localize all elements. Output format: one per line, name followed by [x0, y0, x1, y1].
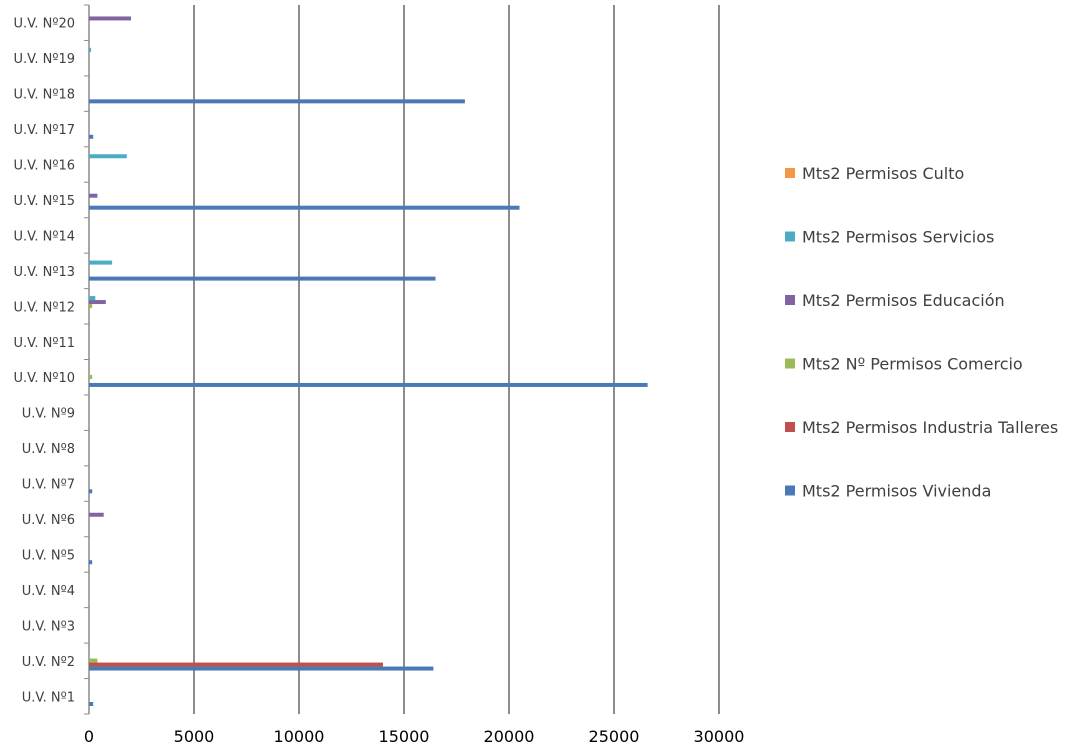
category-label: U.V. Nº20	[13, 17, 75, 32]
category-label: U.V. Nº2	[22, 655, 75, 670]
bar	[89, 296, 96, 301]
category-label: U.V. Nº13	[13, 265, 75, 280]
legend-swatch	[785, 358, 795, 369]
legend-swatch	[785, 485, 795, 496]
legend-label: Mts2 Permisos Industria Talleres	[802, 418, 1058, 437]
legend-swatch	[785, 231, 795, 242]
x-tick-label: 0	[84, 727, 94, 746]
x-tick-labels: 0 5000 10000 15000 20000 25000 30000	[84, 727, 745, 746]
legend-label: Mts2 Permisos Culto	[802, 164, 964, 183]
category-label: U.V. Nº1	[22, 690, 75, 705]
category-label: U.V. Nº12	[13, 300, 75, 315]
category-label: U.V. Nº4	[22, 584, 75, 599]
x-tick-label: 25000	[589, 727, 640, 746]
bar	[89, 512, 104, 517]
category-label: U.V. Nº10	[13, 371, 75, 386]
x-tick-label: 10000	[274, 727, 325, 746]
category-label: U.V. Nº18	[13, 88, 75, 103]
category-label: U.V. Nº9	[22, 407, 75, 422]
bar	[89, 193, 98, 198]
category-label: U.V. Nº19	[13, 52, 75, 67]
bar	[89, 702, 94, 706]
legend-swatch	[785, 295, 795, 305]
x-tick-label: 20000	[484, 727, 535, 746]
bars	[89, 16, 648, 706]
bar	[89, 489, 93, 494]
x-tick-label: 5000	[174, 727, 215, 746]
bar	[89, 134, 94, 139]
category-label: U.V. Nº3	[22, 619, 75, 634]
y-axis	[84, 4, 90, 715]
bar	[89, 47, 92, 52]
legend-label: Mts2 Permisos Educación	[802, 291, 1005, 310]
bar	[89, 154, 127, 159]
category-label: U.V. Nº8	[22, 442, 75, 457]
bar	[89, 99, 465, 104]
category-label: U.V. Nº15	[13, 194, 75, 209]
category-label: U.V. Nº16	[13, 159, 75, 174]
legend-label: Mts2 Permisos Servicios	[802, 228, 994, 247]
category-label: U.V. Nº7	[22, 478, 75, 493]
gridlines	[193, 5, 720, 714]
bar	[89, 374, 93, 379]
bar	[89, 560, 93, 565]
legend-label: Mts2 Nº Permisos Comercio	[802, 355, 1023, 374]
bar	[89, 260, 113, 265]
bar	[89, 205, 520, 210]
bar	[89, 666, 434, 671]
category-label: U.V. Nº6	[22, 513, 75, 528]
category-label: U.V. Nº14	[13, 229, 75, 244]
legend: Mts2 Permisos Culto Mts2 Permisos Servici…	[785, 164, 1058, 501]
x-tick-label: 30000	[694, 727, 745, 746]
category-label: U.V. Nº11	[13, 336, 75, 351]
bar	[89, 16, 131, 21]
bar	[89, 300, 106, 305]
category-labels: U.V. Nº1 U.V. Nº2 U.V. Nº3 U.V. Nº4 U.V. Nº5…	[13, 17, 75, 706]
legend-swatch	[785, 422, 795, 432]
category-label: U.V. Nº17	[13, 123, 75, 138]
bar	[89, 658, 98, 663]
legend-swatch	[785, 168, 795, 178]
legend-label: Mts2 Permisos Vivienda	[802, 482, 991, 501]
bar	[89, 304, 93, 309]
x-tick-label: 15000	[379, 727, 430, 746]
bar	[89, 382, 648, 387]
category-label: U.V. Nº5	[22, 548, 75, 563]
bar	[89, 276, 436, 281]
bar	[89, 662, 383, 667]
